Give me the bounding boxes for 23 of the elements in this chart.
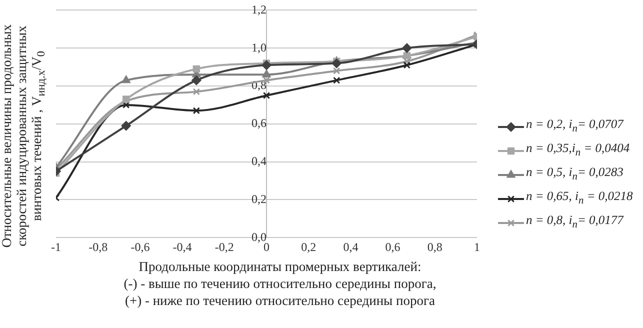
x-tick-label: -0,8 [88, 240, 108, 254]
x-tick-label: -1 [51, 240, 61, 254]
x-axis-title: Продольные координаты промерных вертикалей: (-) - выше по течению относительно середины порога, (+) - ниже по течению относительно середины порога [122, 258, 438, 309]
y-tick-label: 1,0 [252, 40, 266, 54]
x-tick-label: -0,6 [130, 240, 150, 254]
x-tick-label: 0,8 [427, 240, 442, 254]
legend-label: n = 0,8, i$_{п}$= 0,0177 [526, 212, 624, 232]
x-tick-label: 1 [474, 240, 480, 254]
x-tick-label: 0,4 [343, 240, 358, 254]
legend-label: n = 0,35,i$_{п}$ = 0,0404 [526, 140, 630, 160]
y-tick-label: 0,6 [252, 116, 266, 130]
y-tick-label: 0,0 [252, 230, 266, 244]
x-tick-label: -0,2 [214, 240, 234, 254]
x-tick-label: 0,6 [385, 240, 400, 254]
x-tick-label: 0,2 [301, 240, 316, 254]
y-tick-label: 0,2 [252, 192, 266, 206]
y-tick-label: 1,2 [252, 2, 266, 16]
legend-label: n = 0,5, i$_{п}$= 0,0283 [526, 164, 624, 184]
y-tick-label: 0,4 [252, 154, 266, 168]
legend-label: n = 0,65, i$_{п}$ = 0,0218 [526, 188, 633, 208]
x-tick-label: 0 [264, 240, 270, 254]
legend-label: n = 0,2, i$_{п}$= 0,0707 [526, 116, 624, 136]
x-tick-label: -0,4 [172, 240, 192, 254]
